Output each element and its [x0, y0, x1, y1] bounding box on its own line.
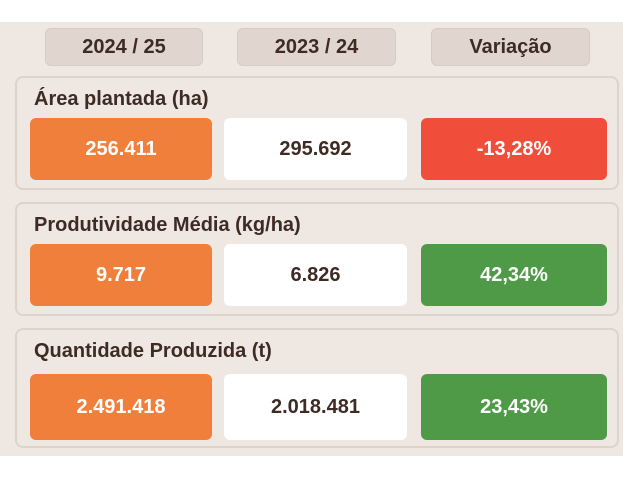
value-variation: 42,34% — [421, 244, 607, 306]
value-current: 256.411 — [30, 118, 212, 180]
value-previous: 2.018.481 — [224, 374, 407, 440]
value-previous: 295.692 — [224, 118, 407, 180]
value-variation: -13,28% — [421, 118, 607, 180]
header-variation: Variação — [431, 28, 590, 66]
value-variation: 23,43% — [421, 374, 607, 440]
section-title: Quantidade Produzida (t) — [34, 340, 272, 362]
value-current: 9.717 — [30, 244, 212, 306]
section-title: Produtividade Média (kg/ha) — [34, 214, 301, 236]
value-previous: 6.826 — [224, 244, 407, 306]
section-produtividade-media: Produtividade Média (kg/ha) 9.717 6.826 … — [15, 202, 619, 316]
header-row: 2024 / 25 2023 / 24 Variação — [0, 28, 623, 68]
section-area-plantada: Área plantada (ha) 256.411 295.692 -13,2… — [15, 76, 619, 190]
header-current-season: 2024 / 25 — [45, 28, 203, 66]
comparison-panel: 2024 / 25 2023 / 24 Variação Área planta… — [0, 22, 623, 456]
value-current: 2.491.418 — [30, 374, 212, 440]
header-previous-season: 2023 / 24 — [237, 28, 396, 66]
section-title: Área plantada (ha) — [34, 88, 209, 110]
section-quantidade-produzida: Quantidade Produzida (t) 2.491.418 2.018… — [15, 328, 619, 448]
